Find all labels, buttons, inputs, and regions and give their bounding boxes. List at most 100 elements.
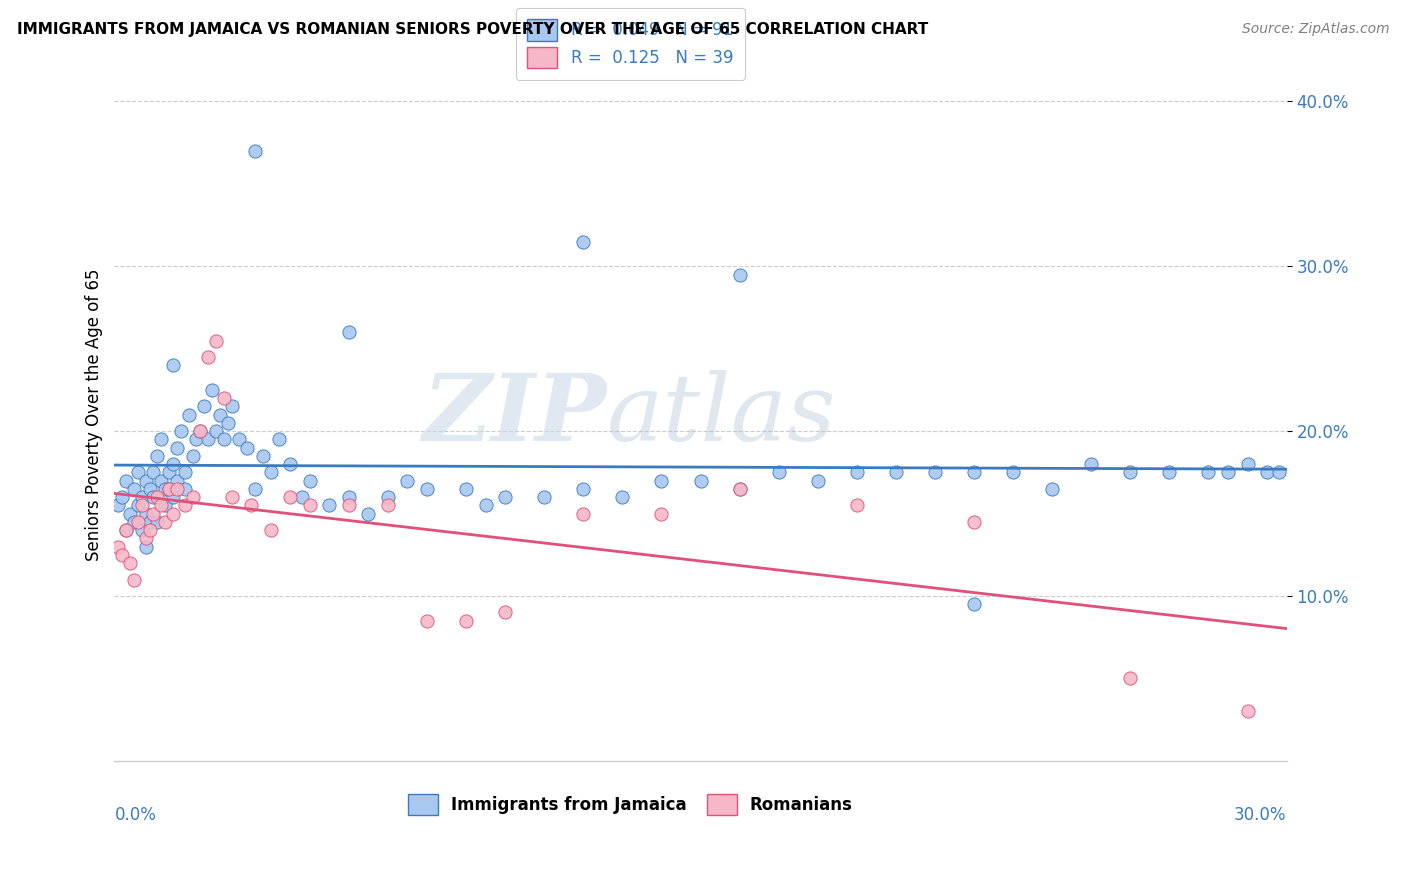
Point (115, 523, 138, 537)
Point (318, 499, 340, 513)
Point (181, 449, 204, 463)
Point (1236, 457, 1258, 471)
Point (377, 490, 399, 504)
Point (416, 482, 439, 496)
Point (533, 490, 555, 504)
Point (131, 499, 153, 513)
Point (157, 482, 180, 496)
Point (217, 416, 239, 430)
Text: atlas: atlas (607, 369, 837, 459)
Point (150, 499, 173, 513)
Legend: Immigrants from Jamaica, Romanians: Immigrants from Jamaica, Romanians (401, 787, 859, 822)
Point (186, 433, 208, 447)
Point (142, 466, 165, 480)
Point (221, 400, 243, 414)
Point (170, 424, 193, 438)
Point (252, 449, 274, 463)
Point (166, 482, 188, 496)
Point (208, 408, 231, 422)
Point (201, 383, 224, 397)
Point (173, 466, 195, 480)
Point (963, 597, 986, 611)
Point (228, 433, 250, 447)
Point (131, 523, 153, 537)
Point (728, 482, 751, 496)
Point (572, 235, 595, 249)
Point (162, 358, 184, 372)
Point (193, 400, 215, 414)
Point (107, 499, 129, 513)
Point (127, 466, 149, 480)
Point (131, 490, 153, 504)
Point (260, 523, 283, 537)
Point (135, 531, 157, 545)
Point (107, 540, 129, 554)
Point (138, 482, 160, 496)
Point (181, 490, 204, 504)
Point (135, 540, 157, 554)
Point (1268, 466, 1291, 480)
Point (177, 408, 200, 422)
Point (166, 441, 188, 455)
Point (146, 449, 169, 463)
Text: 0.0%: 0.0% (114, 805, 156, 824)
Point (115, 523, 138, 537)
Point (494, 490, 516, 504)
Point (221, 490, 243, 504)
Point (212, 391, 235, 405)
Point (173, 499, 195, 513)
Point (474, 499, 496, 513)
Text: IMMIGRANTS FROM JAMAICA VS ROMANIAN SENIORS POVERTY OVER THE AGE OF 65 CORRELATI: IMMIGRANTS FROM JAMAICA VS ROMANIAN SENI… (17, 22, 928, 37)
Point (150, 433, 173, 447)
Point (111, 490, 134, 504)
Point (357, 507, 380, 521)
Point (377, 499, 399, 513)
Point (236, 441, 259, 455)
Y-axis label: Seniors Poverty Over the Age of 65: Seniors Poverty Over the Age of 65 (86, 268, 103, 561)
Point (924, 466, 946, 480)
Point (197, 350, 219, 364)
Point (807, 474, 830, 488)
Point (135, 507, 157, 521)
Point (146, 490, 169, 504)
Point (1216, 466, 1239, 480)
Point (122, 573, 145, 587)
Point (122, 482, 145, 496)
Point (190, 424, 212, 438)
Point (150, 474, 173, 488)
Point (494, 606, 516, 620)
Point (1119, 672, 1142, 686)
Point (728, 482, 751, 496)
Point (243, 482, 266, 496)
Point (111, 548, 134, 562)
Point (142, 507, 165, 521)
Point (963, 466, 986, 480)
Point (240, 499, 263, 513)
Point (212, 433, 235, 447)
Point (884, 466, 907, 480)
Point (845, 499, 868, 513)
Text: 30.0%: 30.0% (1234, 805, 1286, 824)
Point (166, 474, 188, 488)
Point (1080, 457, 1102, 471)
Point (396, 474, 419, 488)
Point (157, 466, 180, 480)
Point (118, 556, 141, 570)
Point (416, 614, 439, 628)
Text: ZIP: ZIP (422, 369, 607, 459)
Point (1256, 466, 1278, 480)
Point (127, 515, 149, 529)
Point (454, 482, 477, 496)
Point (197, 433, 219, 447)
Point (162, 457, 184, 471)
Point (162, 490, 184, 504)
Point (135, 474, 157, 488)
Point (260, 466, 283, 480)
Point (1119, 466, 1142, 480)
Point (1197, 466, 1219, 480)
Point (612, 490, 634, 504)
Point (298, 499, 321, 513)
Point (278, 490, 301, 504)
Point (205, 334, 228, 348)
Point (138, 515, 160, 529)
